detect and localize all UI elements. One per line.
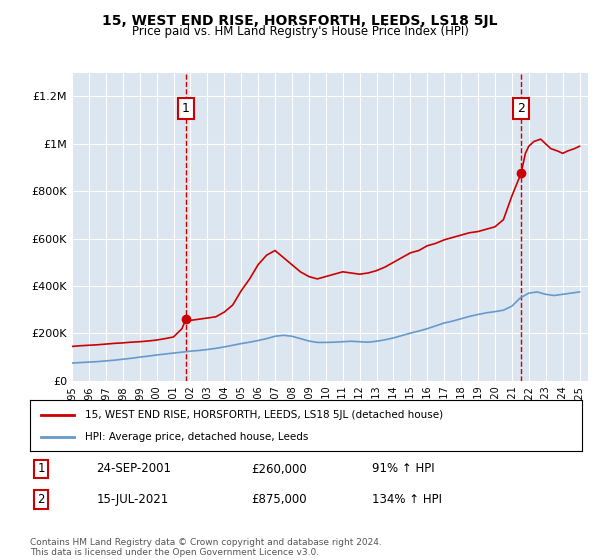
Text: 15, WEST END RISE, HORSFORTH, LEEDS, LS18 5JL: 15, WEST END RISE, HORSFORTH, LEEDS, LS1… — [102, 14, 498, 28]
Text: 1: 1 — [182, 102, 190, 115]
Text: 1: 1 — [37, 463, 45, 475]
Text: £260,000: £260,000 — [251, 463, 307, 475]
Text: 15, WEST END RISE, HORSFORTH, LEEDS, LS18 5JL (detached house): 15, WEST END RISE, HORSFORTH, LEEDS, LS1… — [85, 409, 443, 419]
Text: £875,000: £875,000 — [251, 493, 307, 506]
Text: 91% ↑ HPI: 91% ↑ HPI — [372, 463, 435, 475]
Text: 2: 2 — [37, 493, 45, 506]
Text: 24-SEP-2001: 24-SEP-2001 — [96, 463, 171, 475]
Text: 2: 2 — [517, 102, 525, 115]
Text: Price paid vs. HM Land Registry's House Price Index (HPI): Price paid vs. HM Land Registry's House … — [131, 25, 469, 38]
Text: HPI: Average price, detached house, Leeds: HPI: Average price, detached house, Leed… — [85, 432, 308, 442]
Text: 15-JUL-2021: 15-JUL-2021 — [96, 493, 169, 506]
Text: 134% ↑ HPI: 134% ↑ HPI — [372, 493, 442, 506]
Text: Contains HM Land Registry data © Crown copyright and database right 2024.
This d: Contains HM Land Registry data © Crown c… — [30, 538, 382, 557]
